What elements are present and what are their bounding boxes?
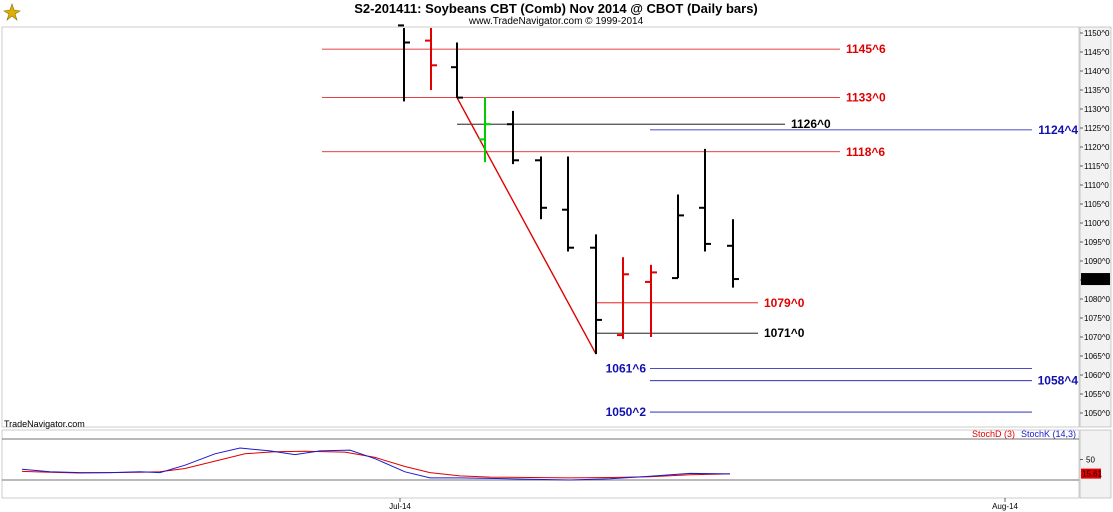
ohlc-bar — [617, 257, 629, 339]
ohlc-bar — [507, 110, 519, 165]
price-tick-label: 1110^0 — [1084, 181, 1109, 190]
price-tick-label: 1090^0 — [1084, 257, 1111, 266]
price-tick-label: 1055^0 — [1084, 390, 1111, 399]
stoch-series-line — [21, 447, 731, 481]
ohlc-bar — [727, 219, 739, 288]
ohlc-bar — [699, 148, 711, 252]
last-price-marker: 1085^2 — [1081, 273, 1110, 286]
price-tick-label: 1120^0 — [1084, 143, 1110, 152]
date-tick-label: Aug-14 — [992, 502, 1018, 511]
level-label: 1050^2 — [606, 405, 647, 419]
ohlc-bars — [398, 24, 739, 355]
price-tick-label: 1095^0 — [1084, 238, 1111, 247]
stoch-lines — [21, 447, 731, 481]
ohlc-bar — [672, 194, 684, 280]
stoch-axis — [1079, 429, 1112, 499]
level-label: 1124^4 — [1038, 123, 1078, 137]
stoch-panel — [1, 429, 1080, 499]
ohlc-bar — [645, 264, 657, 337]
price-tick-label: 1070^0 — [1084, 333, 1111, 342]
level-label: 1061^6 — [606, 361, 647, 375]
price-tick-label: 1140^0 — [1084, 67, 1110, 76]
level-lines: 1145^6 1133^0 1126^0 1124^4 1118^6 1079^0 1071… — [322, 42, 1078, 419]
level-label: 1133^0 — [846, 91, 886, 105]
ohlc-bar — [535, 156, 547, 220]
ohlc-bar — [451, 42, 463, 99]
price-tick-label: 1135^0 — [1084, 86, 1110, 95]
last-price-label: 1085^2 — [1083, 275, 1110, 284]
chart-subtitle: www.TradeNavigator.com © 1999-2014 — [468, 16, 644, 27]
price-tick-label: 1150^0 — [1084, 29, 1110, 38]
price-tick-label: 1115^0 — [1084, 162, 1109, 171]
ohlc-bar — [425, 28, 437, 90]
stoch-tick-label: 50 — [1086, 456, 1095, 465]
stoch-last-box — [1081, 468, 1101, 479]
date-axis: Jul-14 Aug-14 — [389, 498, 1018, 511]
level-label: 1079^0 — [764, 296, 805, 310]
date-tick-label: Jul-14 — [389, 502, 411, 511]
header-background — [0, 0, 1113, 26]
level-label: 1145^6 — [846, 42, 886, 56]
chart-title: S2-201411: Soybeans CBT (Comb) Nov 2014 … — [354, 1, 758, 16]
level-label: 1126^0 — [791, 117, 831, 131]
price-tick-label: 1065^0 — [1084, 352, 1111, 361]
level-label: 1058^4 — [1038, 374, 1079, 388]
logo-icon — [3, 3, 21, 21]
stoch-last-marker: 15.61 — [1081, 468, 1103, 479]
stoch-axis-ticks: 50 — [1080, 456, 1095, 465]
level-label: 1118^6 — [846, 145, 885, 159]
brand-label: TradeNavigator.com — [4, 419, 85, 429]
ohlc-bar — [479, 97, 491, 163]
legend-stochk: StochK (14,3) — [1021, 429, 1076, 439]
price-tick-label: 1080^0 — [1084, 295, 1111, 304]
price-tick-label: 1105^0 — [1084, 200, 1110, 209]
price-tick-label: 1050^0 — [1084, 409, 1111, 418]
price-tick-label: 1145^0 — [1084, 48, 1110, 57]
last-price-box — [1081, 273, 1110, 286]
price-tick-label: 1075^0 — [1084, 314, 1111, 323]
price-tick-label: 1060^0 — [1084, 371, 1111, 380]
level-label: 1071^0 — [764, 326, 805, 340]
ohlc-bar — [398, 24, 410, 102]
price-axis — [1079, 26, 1112, 428]
price-tick-label: 1100^0 — [1084, 219, 1110, 228]
price-tick-label: 1125^0 — [1084, 124, 1110, 133]
price-axis-ticks: 1150^0 1145^0 1140^0 1135^0 1130^0 1125^0 1120… — [1080, 29, 1111, 418]
ohlc-bar — [590, 234, 602, 355]
stoch-legend: StochD (3) StochK (14,3) — [972, 429, 1076, 439]
stoch-last-label: 15.61 — [1082, 470, 1103, 479]
price-tick-label: 1130^0 — [1084, 105, 1110, 114]
ohlc-bar — [562, 156, 574, 252]
legend-stochd: StochD (3) — [972, 429, 1015, 439]
price-panel — [1, 26, 1080, 428]
